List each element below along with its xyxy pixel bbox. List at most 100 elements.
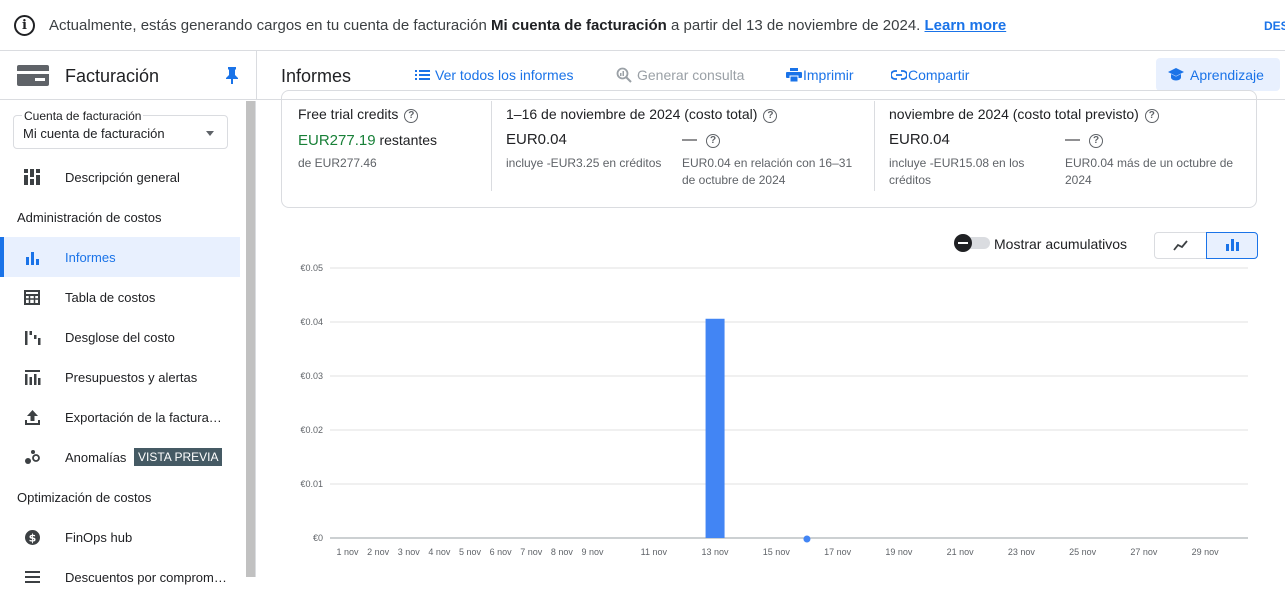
billing-account-value: Mi cuenta de facturación	[23, 126, 165, 141]
forecast-delta-note: EUR0.04 más de un octubre de 2024	[1065, 156, 1234, 187]
x-tick-label: 29 nov	[1192, 547, 1220, 557]
sidebar-item-anomalies[interactable]: Anomalías VISTA PREVIA	[0, 437, 240, 477]
caret-down-icon	[206, 131, 214, 136]
forecast-amount: EUR0.04	[889, 131, 950, 148]
learning-button[interactable]: Aprendizaje	[1156, 58, 1280, 91]
sidebar-item-label: Presupuestos y alertas	[65, 370, 198, 385]
forecast-delta: —	[1065, 131, 1080, 148]
pin-icon[interactable]	[225, 66, 239, 84]
line-chart-icon	[1173, 240, 1188, 251]
sidebar-item-overview[interactable]: Descripción general	[0, 157, 240, 197]
svg-text:$: $	[29, 532, 37, 545]
x-tick-label: 3 nov	[398, 547, 421, 557]
sidebar: Cuenta de facturación Mi cuenta de factu…	[0, 101, 256, 585]
sidebar-item-finops[interactable]: $ FinOps hub	[0, 517, 240, 557]
x-tick-label: 13 nov	[702, 547, 730, 557]
view-all-reports-button[interactable]: Ver todos los informes	[415, 67, 574, 83]
banner-text-end: a partir del 13 de noviembre de 2024.	[666, 17, 925, 34]
y-tick-label: €0.01	[300, 479, 323, 489]
sidebar-item-cost-table[interactable]: Tabla de costos	[0, 277, 240, 317]
budget-icon	[25, 370, 41, 385]
dismiss-button[interactable]: DES	[1264, 19, 1285, 33]
sidebar-item-label: Informes	[65, 250, 116, 265]
generate-query-button[interactable]: Generar consulta	[616, 67, 744, 83]
x-tick-label: 5 nov	[459, 547, 482, 557]
sidebar-item-label: Exportación de la factura…	[65, 410, 222, 425]
billing-account-label: Cuenta de facturación	[22, 109, 144, 123]
divider	[256, 51, 257, 100]
info-icon: i	[14, 15, 35, 36]
sidebar-item-cost-breakdown[interactable]: Desglose del costo	[0, 317, 240, 357]
print-icon	[786, 68, 802, 82]
period-title-row: 1–16 de noviembre de 2024 (costo total)?	[506, 106, 778, 123]
billing-card-icon	[17, 65, 49, 86]
help-icon[interactable]: ?	[1089, 134, 1103, 148]
toggle-knob	[954, 234, 972, 252]
learn-more-link[interactable]: Learn more	[924, 17, 1007, 34]
bar-chart-icon	[26, 252, 39, 265]
chart-bar	[705, 318, 725, 538]
view-all-label: Ver todos los informes	[435, 67, 574, 83]
period-title: 1–16 de noviembre de 2024 (costo total)	[506, 106, 758, 122]
forecast-title: noviembre de 2024 (costo total previsto)	[889, 106, 1139, 122]
help-icon[interactable]: ?	[763, 109, 778, 123]
summary-card: Free trial credits? EUR277.19 restantes …	[281, 90, 1257, 208]
x-tick-label: 1 nov	[336, 547, 359, 557]
x-tick-label: 9 nov	[582, 547, 605, 557]
link-icon	[891, 70, 907, 80]
y-tick-label: €0.04	[300, 317, 323, 327]
banner-text: Actualmente, estás generando cargos en t…	[49, 17, 1006, 34]
x-tick-label: 2 nov	[367, 547, 390, 557]
x-tick-label: 27 nov	[1130, 547, 1158, 557]
info-banner: i Actualmente, estás generando cargos en…	[0, 0, 1285, 51]
credits-title: Free trial credits	[298, 106, 399, 122]
share-label: Compartir	[908, 67, 970, 83]
banner-text-start: Actualmente, estás generando cargos en t…	[49, 17, 491, 34]
bar-chart-button[interactable]	[1206, 232, 1258, 259]
help-icon[interactable]: ?	[706, 134, 720, 148]
cumulative-toggle[interactable]	[954, 234, 992, 252]
section-cost-admin: Administración de costos	[17, 210, 162, 225]
forecast-delta-row: —?	[1065, 131, 1103, 148]
period-credits: incluye -EUR3.25 en créditos	[506, 156, 662, 170]
print-button[interactable]: Imprimir	[786, 67, 854, 83]
preview-badge: VISTA PREVIA	[134, 448, 223, 466]
learning-label: Aprendizaje	[1190, 66, 1264, 83]
x-tick-label: 15 nov	[763, 547, 791, 557]
share-button[interactable]: Compartir	[891, 67, 969, 83]
billing-account-select[interactable]: Cuenta de facturación Mi cuenta de factu…	[13, 109, 228, 149]
y-tick-label: €0.03	[300, 371, 323, 381]
sidebar-item-discounts[interactable]: Descuentos por comprom…	[0, 557, 240, 597]
generate-query-label: Generar consulta	[637, 67, 745, 83]
sidebar-item-label: Descuentos por comprom…	[65, 570, 227, 585]
x-tick-label: 4 nov	[428, 547, 451, 557]
x-tick-label: 7 nov	[520, 547, 543, 557]
query-search-icon	[616, 67, 632, 83]
line-chart-button[interactable]	[1155, 233, 1206, 258]
dashboard-icon	[24, 169, 40, 185]
cumulative-label: Mostrar acumulativos	[994, 236, 1128, 252]
period-delta-note: EUR0.04 en relación con 16–31 de octubre…	[682, 156, 853, 187]
credits-title-row: Free trial credits?	[298, 106, 419, 123]
period-delta: —	[682, 131, 697, 148]
sidebar-scrollbar[interactable]	[246, 101, 255, 577]
help-icon[interactable]: ?	[1144, 109, 1159, 123]
sidebar-item-reports[interactable]: Informes	[0, 237, 240, 277]
forecast-credits: incluye -EUR15.08 en los créditos	[889, 156, 1025, 187]
y-tick-label: €0.02	[300, 425, 323, 435]
page-title: Informes	[281, 66, 352, 86]
help-icon[interactable]: ?	[404, 109, 419, 123]
today-marker	[803, 535, 811, 543]
sidebar-item-label: Descripción general	[65, 170, 180, 185]
sidebar-item-export[interactable]: Exportación de la factura…	[0, 397, 240, 437]
x-tick-label: 23 nov	[1008, 547, 1036, 557]
school-icon	[1168, 68, 1184, 81]
y-tick-label: €0	[313, 533, 323, 543]
dollar-circle-icon: $	[25, 530, 40, 545]
waterfall-icon	[25, 331, 41, 345]
x-tick-label: 21 nov	[947, 547, 975, 557]
sidebar-item-budgets[interactable]: Presupuestos y alertas	[0, 357, 240, 397]
credits-remaining-word: restantes	[375, 132, 438, 148]
y-tick-label: €0.05	[300, 263, 323, 273]
banner-account-name: Mi cuenta de facturación	[490, 17, 667, 34]
